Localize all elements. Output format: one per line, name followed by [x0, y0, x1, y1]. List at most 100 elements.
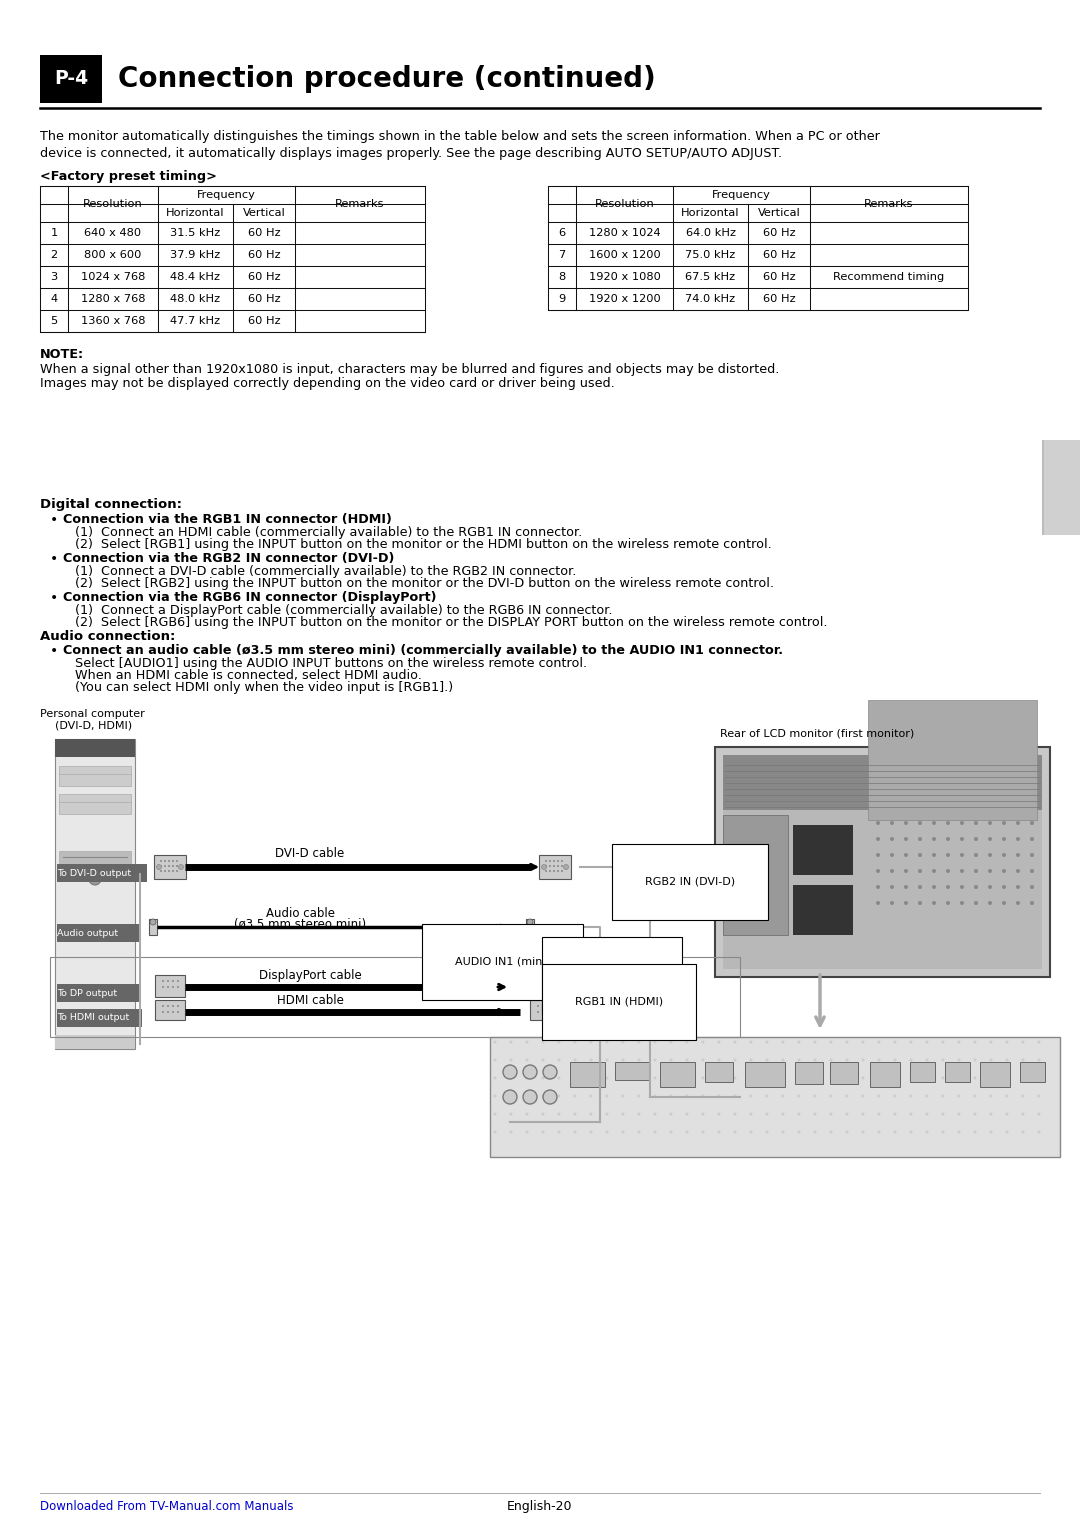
- Ellipse shape: [989, 1095, 993, 1098]
- Ellipse shape: [877, 1113, 880, 1116]
- Ellipse shape: [541, 1058, 544, 1061]
- Ellipse shape: [782, 1130, 784, 1133]
- Ellipse shape: [167, 1005, 168, 1006]
- Ellipse shape: [1030, 901, 1034, 906]
- Ellipse shape: [846, 1095, 849, 1098]
- Ellipse shape: [510, 1058, 513, 1061]
- Ellipse shape: [526, 1077, 528, 1080]
- Ellipse shape: [989, 1040, 993, 1043]
- Ellipse shape: [552, 986, 554, 988]
- Ellipse shape: [1002, 901, 1005, 906]
- Ellipse shape: [494, 1040, 497, 1043]
- Text: <Factory preset timing>: <Factory preset timing>: [40, 169, 217, 183]
- Ellipse shape: [167, 986, 168, 988]
- Ellipse shape: [932, 869, 936, 873]
- Text: 37.9 kHz: 37.9 kHz: [171, 250, 220, 260]
- Ellipse shape: [733, 1130, 737, 1133]
- Ellipse shape: [782, 1077, 784, 1080]
- Ellipse shape: [904, 901, 908, 906]
- Bar: [793, 886, 853, 935]
- Ellipse shape: [942, 1040, 945, 1043]
- Ellipse shape: [172, 986, 174, 988]
- Ellipse shape: [160, 860, 162, 863]
- Text: Remarks: Remarks: [335, 199, 384, 209]
- Ellipse shape: [162, 980, 164, 982]
- Ellipse shape: [557, 864, 559, 867]
- Ellipse shape: [653, 1040, 657, 1043]
- Text: Vertical: Vertical: [758, 208, 800, 218]
- Ellipse shape: [670, 1095, 673, 1098]
- Ellipse shape: [546, 986, 549, 988]
- Ellipse shape: [904, 822, 908, 825]
- Text: HDMI cable: HDMI cable: [276, 994, 343, 1006]
- Ellipse shape: [717, 1040, 720, 1043]
- Ellipse shape: [958, 1113, 960, 1116]
- Ellipse shape: [702, 1077, 704, 1080]
- Ellipse shape: [829, 1113, 833, 1116]
- Text: Images may not be displayed correctly depending on the video card or driver bein: Images may not be displayed correctly de…: [40, 377, 615, 389]
- Ellipse shape: [543, 1064, 557, 1080]
- Ellipse shape: [782, 1040, 784, 1043]
- Text: 1920 x 1200: 1920 x 1200: [589, 295, 660, 304]
- Ellipse shape: [766, 1130, 769, 1133]
- Ellipse shape: [909, 1130, 913, 1133]
- Ellipse shape: [890, 886, 894, 889]
- Bar: [715, 747, 1050, 977]
- Ellipse shape: [926, 1113, 929, 1116]
- Ellipse shape: [573, 1077, 577, 1080]
- Ellipse shape: [909, 1077, 913, 1080]
- Ellipse shape: [876, 886, 880, 889]
- Ellipse shape: [606, 1077, 608, 1080]
- Ellipse shape: [717, 1130, 720, 1133]
- Text: 64.0 kHz: 64.0 kHz: [686, 228, 735, 238]
- FancyBboxPatch shape: [539, 855, 571, 880]
- Bar: [59, 794, 131, 814]
- FancyBboxPatch shape: [55, 739, 135, 1049]
- Ellipse shape: [1002, 869, 1005, 873]
- Ellipse shape: [494, 1095, 497, 1098]
- Ellipse shape: [717, 1113, 720, 1116]
- Text: When a signal other than 1920x1080 is input, characters may be blurred and figur: When a signal other than 1920x1080 is in…: [40, 363, 780, 376]
- Ellipse shape: [523, 1064, 537, 1080]
- Ellipse shape: [557, 860, 559, 863]
- Text: Select [AUDIO1] using the AUDIO INPUT buttons on the wireless remote control.: Select [AUDIO1] using the AUDIO INPUT bu…: [75, 657, 588, 670]
- Ellipse shape: [176, 860, 178, 863]
- Bar: [795, 1061, 823, 1084]
- Ellipse shape: [157, 864, 162, 869]
- Ellipse shape: [973, 1058, 976, 1061]
- Ellipse shape: [670, 1077, 673, 1080]
- Text: Personal computer: Personal computer: [40, 709, 145, 719]
- Ellipse shape: [1022, 1040, 1025, 1043]
- Ellipse shape: [846, 1113, 849, 1116]
- Ellipse shape: [162, 1011, 164, 1012]
- Text: •: •: [50, 551, 58, 567]
- Ellipse shape: [1016, 822, 1020, 825]
- Bar: [55, 739, 135, 757]
- Ellipse shape: [553, 860, 555, 863]
- Ellipse shape: [168, 860, 170, 863]
- Text: 60 Hz: 60 Hz: [762, 272, 795, 282]
- Ellipse shape: [621, 1095, 624, 1098]
- Bar: [57, 924, 139, 942]
- Ellipse shape: [510, 1113, 513, 1116]
- Ellipse shape: [1022, 1095, 1025, 1098]
- Ellipse shape: [813, 1113, 816, 1116]
- Ellipse shape: [988, 837, 993, 841]
- Text: Vertical: Vertical: [243, 208, 285, 218]
- Ellipse shape: [890, 837, 894, 841]
- Bar: [745, 1061, 785, 1087]
- Ellipse shape: [541, 1040, 544, 1043]
- Text: NOTE:: NOTE:: [40, 348, 84, 360]
- Ellipse shape: [1016, 901, 1020, 906]
- Ellipse shape: [686, 1040, 689, 1043]
- Text: 60 Hz: 60 Hz: [247, 228, 281, 238]
- Ellipse shape: [653, 1113, 657, 1116]
- Bar: [59, 767, 131, 786]
- Ellipse shape: [973, 1077, 976, 1080]
- Text: P-4: P-4: [54, 70, 89, 89]
- Ellipse shape: [846, 1040, 849, 1043]
- Ellipse shape: [932, 822, 936, 825]
- Ellipse shape: [561, 864, 563, 867]
- Ellipse shape: [750, 1095, 753, 1098]
- Ellipse shape: [526, 1130, 528, 1133]
